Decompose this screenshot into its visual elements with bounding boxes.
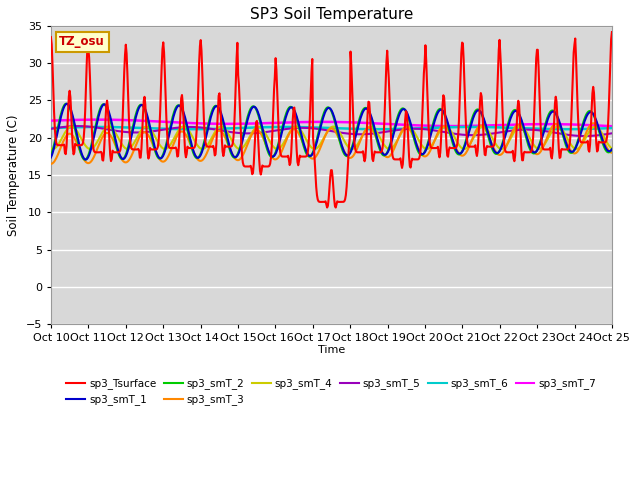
Line: sp3_smT_2: sp3_smT_2 (51, 104, 612, 160)
sp3_smT_1 (57, 114, 65, 120)
sp3_smT_6 (94, 124, 102, 130)
sp3_smT_7 (116, 117, 124, 123)
sp3_smT_1 (203, 130, 211, 136)
sp3_smT_5 (47, 126, 55, 132)
sp3_smT_4 (255, 124, 262, 130)
sp3_smT_6 (116, 124, 124, 130)
sp3_smT_4 (418, 142, 426, 148)
Legend: sp3_Tsurface, sp3_smT_1, sp3_smT_2, sp3_smT_3, sp3_smT_4, sp3_smT_5, sp3_smT_6, : sp3_Tsurface, sp3_smT_1, sp3_smT_2, sp3_… (62, 374, 600, 409)
Text: TZ_osu: TZ_osu (60, 36, 105, 48)
sp3_smT_7 (173, 120, 180, 125)
sp3_Tsurface (401, 133, 408, 139)
sp3_smT_2 (57, 111, 65, 117)
sp3_smT_4 (172, 132, 180, 138)
Line: sp3_smT_3: sp3_smT_3 (51, 123, 612, 164)
sp3_smT_1 (173, 104, 181, 109)
sp3_smT_1 (116, 153, 124, 159)
sp3_smT_6 (561, 126, 569, 132)
sp3_smT_7 (608, 123, 616, 129)
sp3_smT_3 (589, 120, 597, 126)
sp3_smT_5 (608, 131, 616, 136)
sp3_smT_7 (95, 117, 102, 122)
sp3_smT_5 (173, 125, 180, 131)
X-axis label: Time: Time (318, 345, 345, 355)
sp3_smT_7 (202, 120, 210, 126)
sp3_smT_6 (173, 126, 180, 132)
sp3_Tsurface (57, 143, 65, 148)
sp3_smT_6 (47, 125, 55, 131)
sp3_smT_4 (57, 137, 65, 143)
sp3_smT_5 (401, 126, 408, 132)
sp3_smT_2 (203, 127, 211, 132)
sp3_smT_3 (608, 150, 616, 156)
sp3_Tsurface (202, 139, 209, 144)
sp3_smT_7 (47, 118, 55, 123)
Line: sp3_smT_5: sp3_smT_5 (51, 126, 612, 136)
sp3_smT_1 (82, 156, 90, 162)
sp3_smT_4 (202, 144, 209, 150)
sp3_smT_3 (115, 151, 123, 156)
sp3_smT_4 (47, 145, 55, 151)
sp3_smT_4 (115, 136, 123, 142)
sp3_smT_6 (202, 126, 210, 132)
sp3_smT_1 (608, 146, 616, 152)
sp3_smT_1 (63, 101, 71, 107)
sp3_smT_5 (57, 124, 65, 130)
sp3_smT_2 (47, 153, 55, 158)
sp3_smT_1 (418, 151, 426, 157)
sp3_smT_5 (580, 133, 588, 139)
sp3_smT_7 (401, 122, 408, 128)
sp3_smT_3 (416, 149, 424, 155)
sp3_smT_1 (401, 107, 409, 113)
Line: sp3_Tsurface: sp3_Tsurface (51, 32, 612, 207)
sp3_smT_6 (608, 125, 616, 131)
Line: sp3_smT_4: sp3_smT_4 (51, 127, 612, 149)
sp3_smT_6 (57, 125, 65, 131)
sp3_smT_2 (63, 101, 70, 107)
sp3_Tsurface (115, 149, 123, 155)
sp3_smT_3 (47, 161, 55, 167)
sp3_Tsurface (608, 29, 616, 35)
sp3_smT_6 (401, 126, 408, 132)
Line: sp3_smT_1: sp3_smT_1 (51, 104, 612, 159)
sp3_smT_7 (417, 122, 424, 128)
sp3_smT_7 (57, 118, 65, 123)
sp3_smT_5 (74, 123, 82, 129)
sp3_smT_5 (417, 126, 424, 132)
sp3_smT_3 (202, 153, 209, 159)
sp3_Tsurface (47, 34, 55, 40)
sp3_smT_6 (417, 125, 424, 131)
sp3_smT_3 (172, 136, 180, 142)
sp3_smT_2 (116, 155, 124, 160)
sp3_smT_4 (273, 146, 281, 152)
sp3_smT_3 (57, 144, 65, 150)
sp3_Tsurface (332, 204, 340, 210)
sp3_smT_2 (401, 107, 409, 113)
sp3_smT_2 (173, 103, 181, 108)
Y-axis label: Soil Temperature (C): Soil Temperature (C) (7, 114, 20, 236)
sp3_smT_2 (81, 157, 89, 163)
sp3_smT_4 (608, 145, 616, 151)
Line: sp3_smT_7: sp3_smT_7 (51, 120, 612, 126)
sp3_Tsurface (417, 145, 424, 151)
sp3_smT_3 (400, 126, 408, 132)
sp3_Tsurface (172, 144, 180, 150)
sp3_smT_2 (608, 146, 616, 152)
sp3_smT_4 (401, 125, 409, 131)
sp3_smT_5 (202, 125, 210, 131)
Title: SP3 Soil Temperature: SP3 Soil Temperature (250, 7, 413, 22)
sp3_smT_5 (116, 129, 124, 134)
sp3_smT_2 (418, 152, 426, 158)
Line: sp3_smT_6: sp3_smT_6 (51, 127, 612, 129)
sp3_smT_1 (47, 155, 55, 160)
